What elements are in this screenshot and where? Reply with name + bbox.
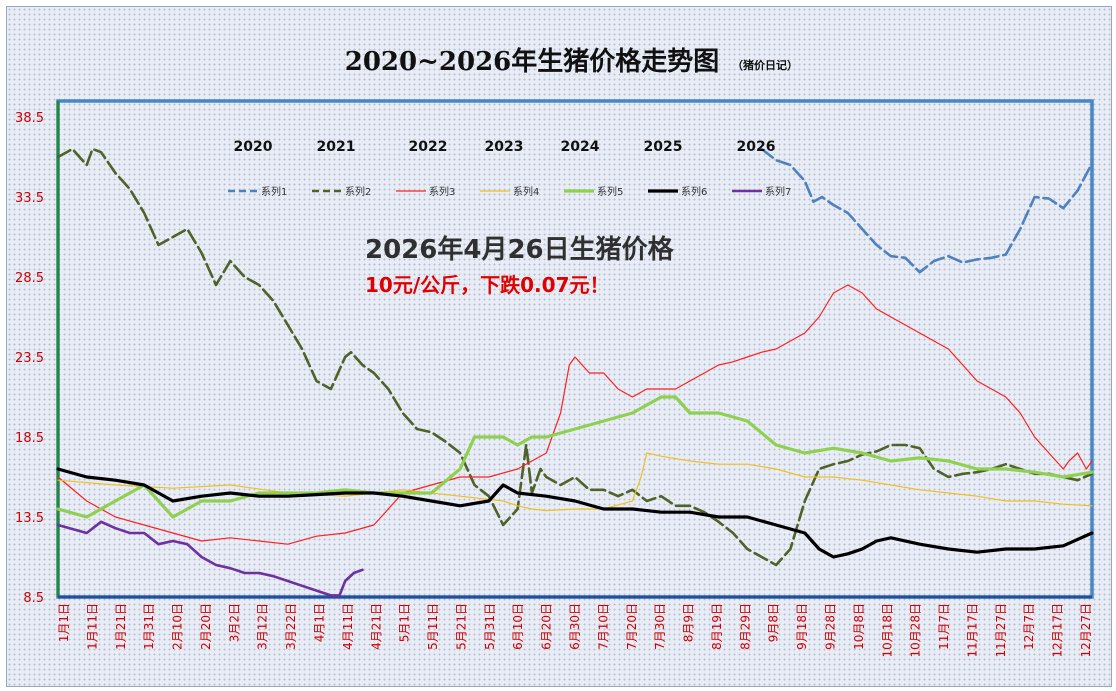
x-tick-label: 4月21日 <box>369 603 383 650</box>
x-tick-label: 9月18日 <box>795 603 809 650</box>
series-lines <box>56 147 1094 597</box>
legend: 系列1 系列2 系列3 系列4 系列5 系列6 系列7 <box>228 185 791 198</box>
y-tick-label: 8.5 <box>23 591 44 606</box>
x-tick-label: 1月11日 <box>85 603 99 650</box>
year-labels: 2020 2021 2022 2023 2024 2025 2026 <box>234 139 776 155</box>
x-tick-label: 1月31日 <box>142 603 156 650</box>
series-line-6 <box>56 467 1094 559</box>
year-label: 2025 <box>644 139 683 155</box>
annotation-detail: 10元/公斤，下跌0.07元！ <box>365 273 609 297</box>
x-tick-label: 8月9日 <box>682 603 696 642</box>
x-tick-label: 2月10日 <box>171 603 185 650</box>
y-tick-label: 38.5 <box>15 111 44 126</box>
x-tick-label: 12月27日 <box>1079 603 1093 658</box>
x-tick-label: 5月21日 <box>454 603 468 650</box>
year-label: 2022 <box>409 139 448 155</box>
legend-label: 系列6 <box>681 185 707 198</box>
x-tick-label: 4月11日 <box>341 603 355 650</box>
legend-label: 系列7 <box>765 185 791 198</box>
series-line-1 <box>760 147 1094 274</box>
y-tick-label: 18.5 <box>15 431 44 446</box>
series-line-2 <box>56 147 1094 567</box>
year-label: 2023 <box>485 139 524 155</box>
x-tick-label: 5月31日 <box>483 603 497 650</box>
chart-subtitle: （猪价日记） <box>732 58 798 72</box>
x-tick-label: 8月19日 <box>710 603 724 650</box>
x-tick-label: 12月17日 <box>1051 603 1065 658</box>
x-tick-label: 12月7日 <box>1022 603 1036 650</box>
x-tick-label: 9月8日 <box>767 603 781 642</box>
x-tick-label: 11月17日 <box>965 603 979 658</box>
year-label: 2024 <box>561 139 600 155</box>
year-label: 2021 <box>317 139 356 155</box>
y-axis-ticks: 8.5 13.5 18.5 23.5 28.5 33.5 38.5 <box>15 111 44 606</box>
legend-label: 系列5 <box>597 185 623 198</box>
x-tick-label: 3月22日 <box>284 603 298 650</box>
x-tick-label: 3月2日 <box>227 603 241 642</box>
x-tick-label: 11月27日 <box>994 603 1008 658</box>
x-tick-label: 10月8日 <box>852 603 866 650</box>
x-axis-ticks: 1月1日 1月11日 1月21日 1月31日 2月10日 2月20日 3月2日 3月12日 3月… <box>57 603 1093 658</box>
x-tick-label: 8月29日 <box>738 603 752 650</box>
y-tick-label: 28.5 <box>15 271 44 286</box>
chart-frame <box>6 6 1112 687</box>
x-tick-label: 6月20日 <box>540 603 554 650</box>
x-tick-label: 1月1日 <box>57 603 71 642</box>
chart-title: 2020~2026年生猪价格走势图 <box>345 46 720 77</box>
x-tick-label: 5月1日 <box>398 603 412 642</box>
y-tick-label: 23.5 <box>15 351 44 366</box>
x-tick-label: 7月10日 <box>596 603 610 650</box>
series-line-3 <box>57 284 1093 545</box>
x-tick-label: 10月18日 <box>880 603 894 658</box>
x-tick-label: 6月30日 <box>568 603 582 650</box>
x-tick-label: 10月28日 <box>909 603 923 658</box>
year-label: 2020 <box>234 139 273 155</box>
x-tick-label: 9月28日 <box>824 603 838 650</box>
x-tick-label: 11月7日 <box>937 603 951 650</box>
y-tick-label: 13.5 <box>15 511 44 526</box>
annotation-headline: 2026年4月26日生猪价格 <box>365 234 675 265</box>
series-line-7 <box>56 520 364 597</box>
x-tick-label: 5月11日 <box>426 603 440 650</box>
x-tick-label: 1月21日 <box>114 603 128 650</box>
x-tick-label: 7月30日 <box>653 603 667 650</box>
year-label: 2026 <box>737 139 776 155</box>
plot-area <box>56 99 1094 599</box>
legend-label: 系列3 <box>429 185 455 198</box>
legend-label: 系列2 <box>345 185 371 198</box>
x-tick-label: 6月10日 <box>511 603 525 650</box>
x-tick-label: 7月20日 <box>625 603 639 650</box>
x-tick-label: 2月20日 <box>199 603 213 650</box>
legend-label: 系列4 <box>513 185 539 198</box>
x-tick-label: 3月12日 <box>256 603 270 650</box>
y-tick-label: 33.5 <box>15 191 44 206</box>
legend-label: 系列1 <box>261 185 287 198</box>
series-line-5 <box>56 395 1094 519</box>
x-tick-label: 4月1日 <box>313 603 327 642</box>
